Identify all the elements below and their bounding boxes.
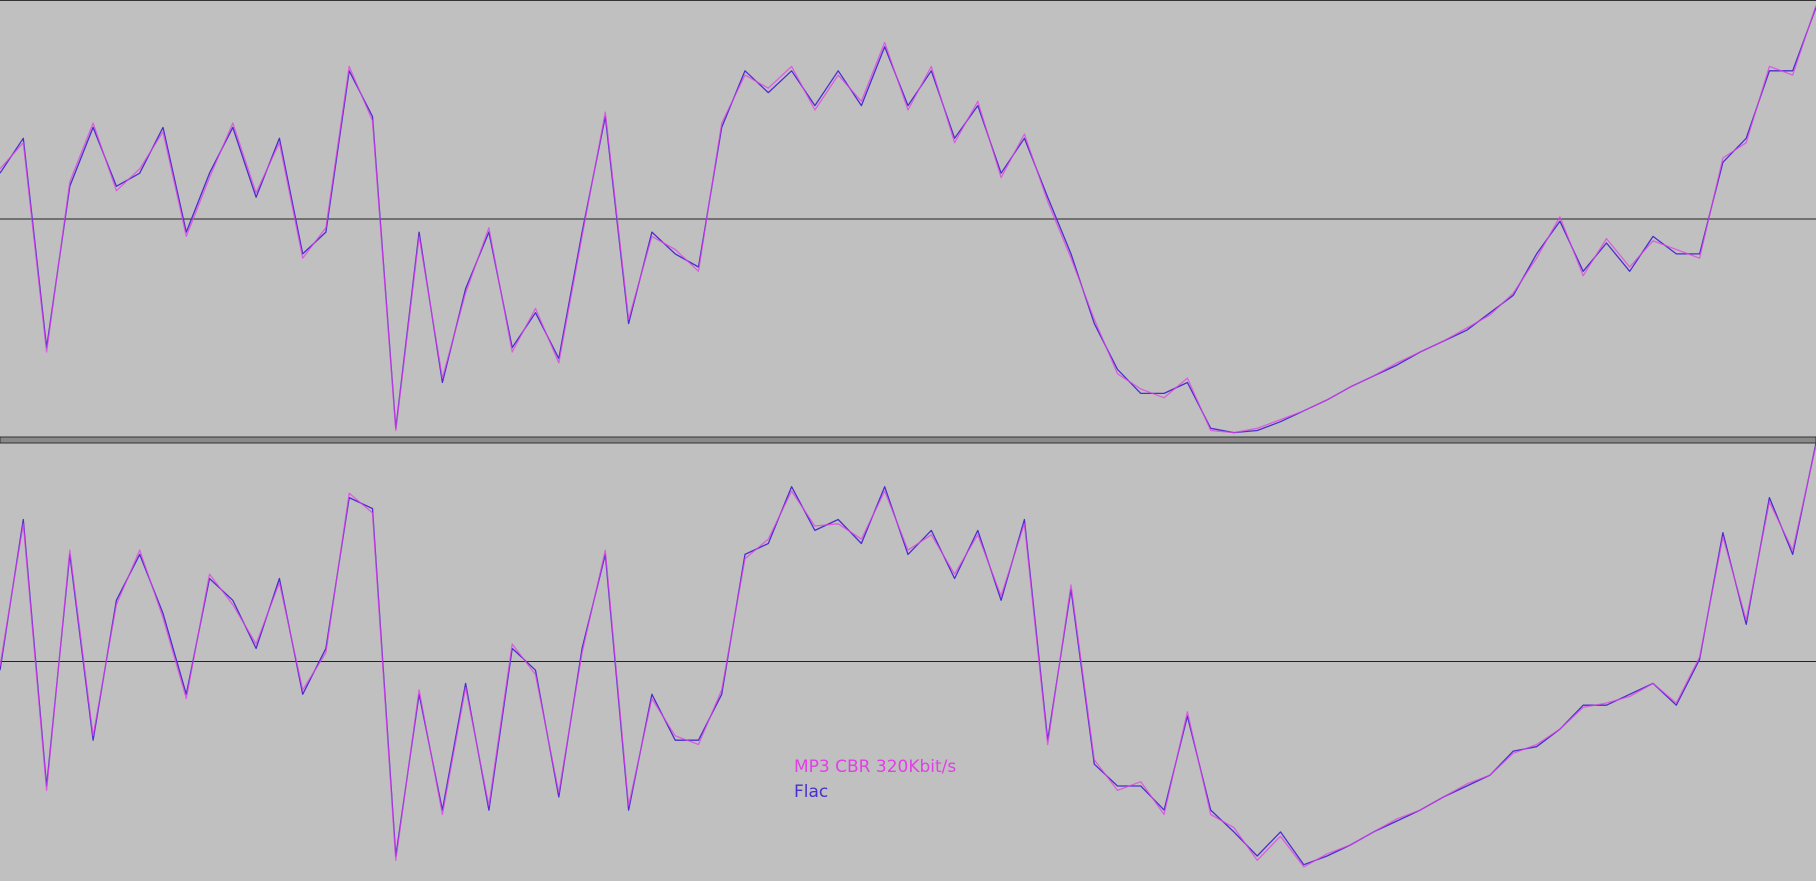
legend-entry: MP3 CBR 320Kbit/s	[794, 757, 956, 777]
waveform-line	[0, 5, 1816, 434]
waveform-line	[0, 445, 1816, 868]
legend-entry: Flac	[794, 782, 828, 802]
track-separator	[0, 436, 1816, 444]
waveform-line	[0, 7, 1816, 434]
waveform-line	[0, 442, 1816, 866]
